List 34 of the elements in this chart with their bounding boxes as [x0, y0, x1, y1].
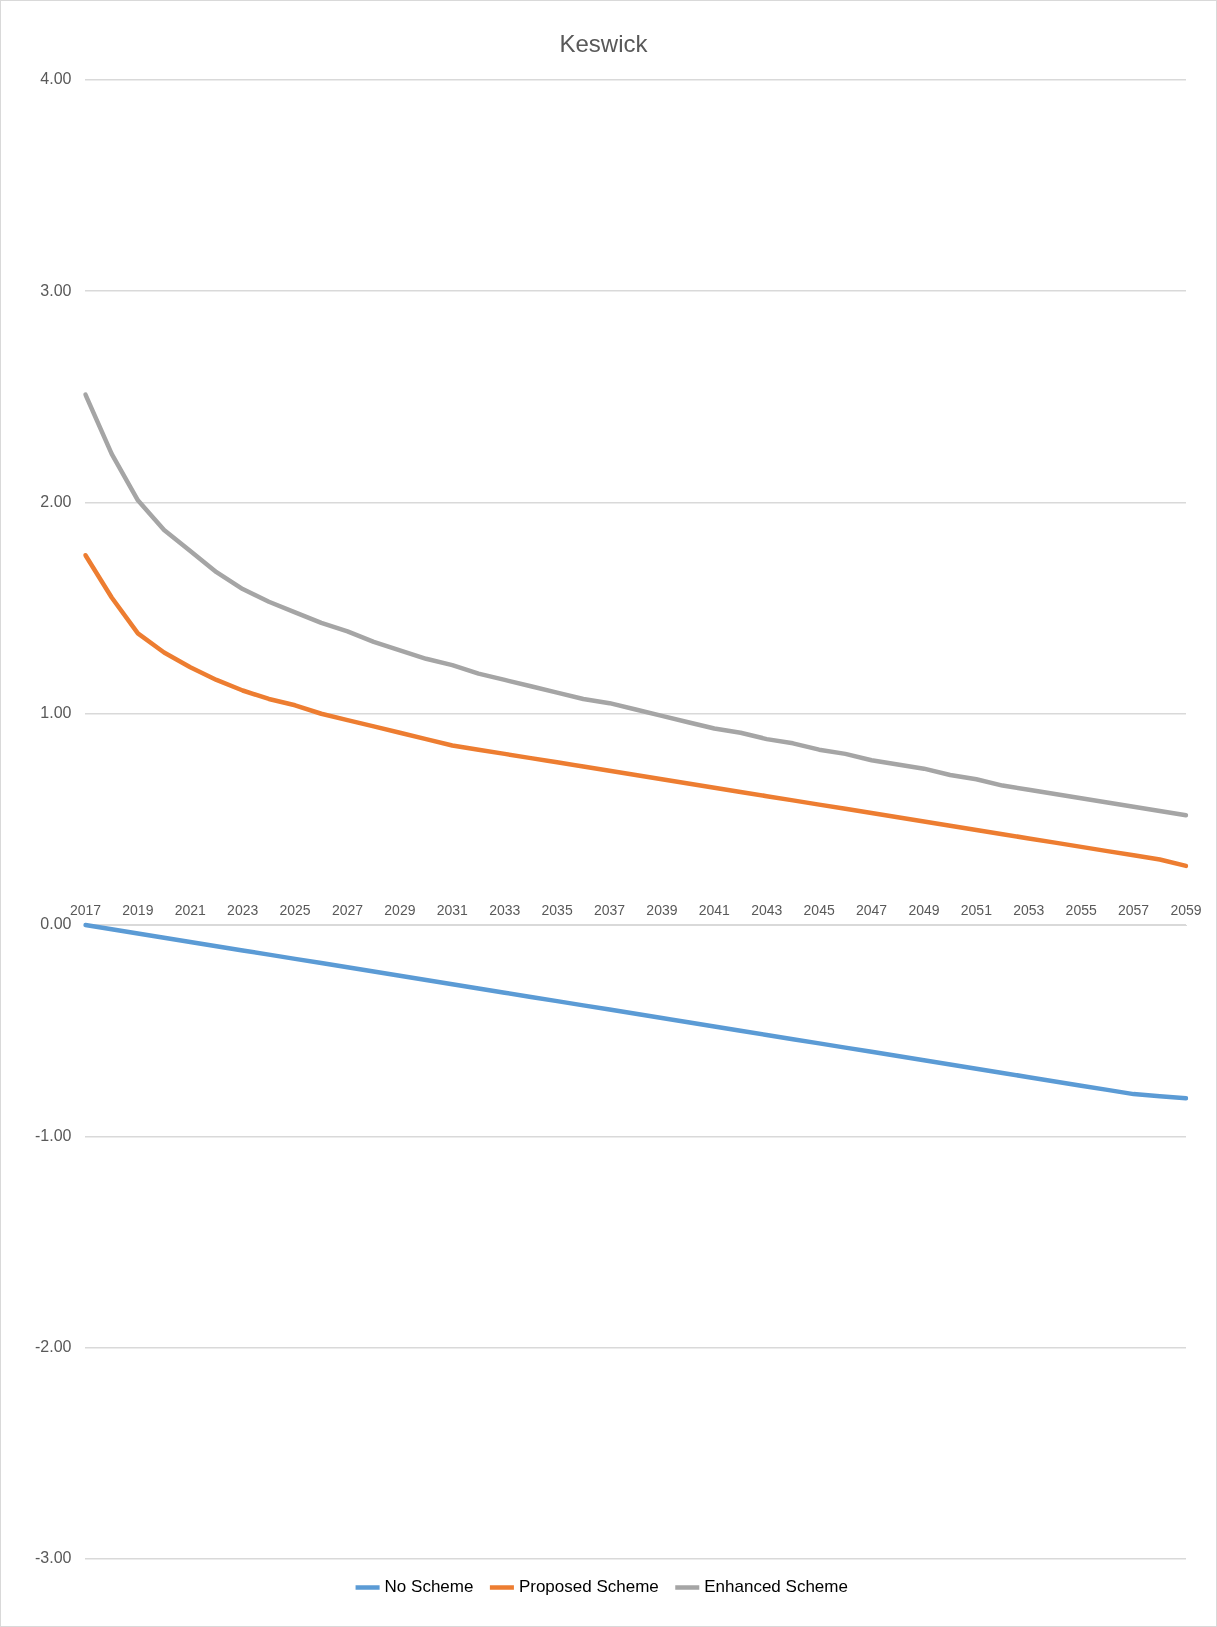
- x-tick-label: 2053: [1013, 901, 1045, 918]
- y-tick-label: -1.00: [35, 1126, 72, 1144]
- y-tick-label: -3.00: [35, 1549, 72, 1567]
- x-tick-label: 2019: [122, 901, 154, 918]
- x-tick-label: 2047: [855, 901, 888, 918]
- x-tick-label: 2025: [279, 901, 311, 918]
- y-tick-label: 4.00: [40, 70, 72, 88]
- y-tick-label: 2.00: [40, 492, 72, 510]
- x-tick-label: 2039: [646, 901, 678, 918]
- legend-label: No Scheme: [384, 1577, 474, 1597]
- x-tick-label: 2017: [69, 901, 102, 918]
- y-tick-label: 0.00: [40, 915, 72, 933]
- x-tick-label: 2045: [803, 901, 835, 918]
- legend-label: Enhanced Scheme: [704, 1577, 848, 1597]
- x-tick-label: 2055: [1065, 901, 1097, 918]
- chart-title: Keswick: [559, 30, 649, 58]
- x-tick-label: 2029: [384, 901, 416, 918]
- x-tick-label: 2059: [1170, 901, 1202, 918]
- x-tick-label: 2049: [908, 901, 940, 918]
- x-tick-label: 2051: [960, 901, 993, 918]
- x-tick-label: 2033: [489, 901, 521, 918]
- x-tick-label: 2021: [174, 901, 207, 918]
- legend-label: Proposed Scheme: [518, 1577, 659, 1597]
- x-tick-label: 2041: [698, 901, 731, 918]
- y-tick-label: 1.00: [40, 704, 72, 722]
- x-tick-label: 2023: [227, 901, 259, 918]
- x-tick-label: 2043: [751, 901, 783, 918]
- x-tick-label: 2031: [436, 901, 469, 918]
- x-tick-label: 2027: [331, 901, 364, 918]
- y-tick-label: -2.00: [35, 1338, 72, 1356]
- x-tick-label: 2057: [1118, 901, 1150, 918]
- y-tick-label: 3.00: [40, 281, 72, 299]
- x-tick-label: 2035: [541, 901, 573, 918]
- x-tick-label: 2037: [593, 901, 626, 918]
